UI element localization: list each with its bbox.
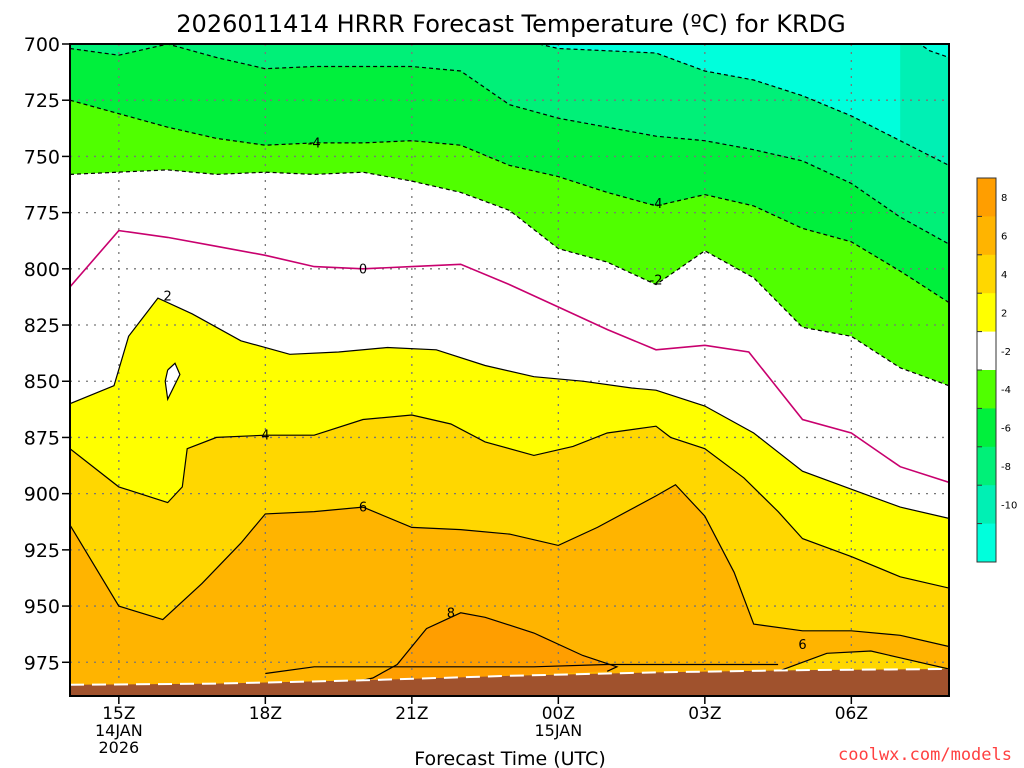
y-tick-label: 850	[24, 371, 60, 393]
x-axis-title: Forecast Time (UTC)	[414, 748, 605, 768]
colorbar-swatch	[977, 331, 996, 371]
fill-band-small-pocket	[165, 363, 180, 400]
contour-line-4	[70, 414, 949, 589]
colorbar-label: 6	[1001, 232, 1007, 243]
colorbar: 8 6 4 2 -2 -4 -6 -8 -10	[976, 177, 1017, 563]
colorbar-swatch	[977, 293, 996, 333]
contour-line-6	[777, 650, 949, 672]
colorbar-label: -2	[1001, 347, 1011, 358]
x-tick-label: 06Z	[835, 704, 868, 724]
y-tick-label: 975	[24, 652, 60, 674]
colorbar-swatch	[977, 523, 996, 563]
y-tick-label: 875	[24, 427, 60, 449]
credit-text: coolwx.com/models	[838, 745, 1012, 765]
contour-line-minus-2	[70, 169, 949, 387]
contour-line-6	[265, 663, 779, 675]
x-tick-sublabel: 14JAN	[95, 721, 143, 740]
y-tick-label: 800	[24, 259, 60, 281]
x-tick-sublabel: 2026	[98, 738, 139, 757]
y-tick-label: 950	[24, 596, 60, 618]
y-tick-label: 700	[24, 34, 60, 56]
contour-line-minus-8	[536, 44, 949, 166]
y-tick-label: 925	[24, 540, 60, 562]
contour-line-2	[70, 297, 949, 519]
contour-label: 8	[447, 606, 455, 621]
contour-label: 6	[359, 501, 367, 516]
colorbar-label: -6	[1001, 424, 1011, 435]
x-tick-label: 18Z	[249, 704, 282, 724]
y-tick-label: 775	[24, 203, 60, 225]
contour-label: -4	[308, 136, 321, 151]
contour-label: 0	[359, 262, 367, 277]
contour-label-layer: 8 6 6 4 2 0 -2 -4 -4	[164, 136, 807, 653]
colorbar-swatch	[977, 178, 996, 217]
x-tick-label: 15Z	[102, 704, 135, 724]
contour-line-minus-10	[918, 44, 949, 59]
colorbar-label: 4	[1001, 270, 1007, 281]
colorbar-swatch	[977, 370, 996, 409]
plot-frame	[69, 43, 950, 697]
x-tick-label: 03Z	[688, 704, 721, 724]
y-tick-label: 900	[24, 484, 60, 506]
x-tick-label: 21Z	[395, 704, 428, 724]
contour-label: -2	[650, 274, 663, 289]
colorbar-swatch	[977, 216, 996, 256]
y-tick-label: 825	[24, 315, 60, 337]
chart-title: 2026011414 HRRR Forecast Temperature (ºC…	[176, 10, 845, 38]
contour-label: 4	[261, 429, 269, 444]
y-tick-label: 750	[24, 146, 60, 168]
colorbar-label: -10	[1001, 500, 1017, 511]
fill-band-6-to-8	[70, 484, 949, 696]
colorbar-swatch	[977, 408, 996, 448]
y-axis: 700 725 750 775 800 825 850 875 900 925 950 975	[24, 34, 70, 674]
contour-line-6	[70, 483, 949, 648]
contour-line-minus-4	[70, 99, 949, 304]
contour-line-0	[70, 229, 949, 484]
temperature-fill-layer	[70, 44, 949, 696]
contour-label: -4	[650, 197, 663, 212]
surface-line	[70, 668, 949, 686]
colorbar-swatch	[977, 254, 996, 294]
contour-label: 6	[798, 638, 806, 653]
y-tick-label: 725	[24, 90, 60, 112]
contour-line-layer	[70, 44, 949, 684]
x-tick-label: 00Z	[542, 704, 575, 724]
contour-line-8	[353, 612, 619, 684]
contour-label: 2	[164, 289, 172, 304]
surface-ground	[70, 669, 949, 696]
colorbar-label: -8	[1001, 462, 1011, 473]
colorbar-label: -4	[1001, 385, 1011, 396]
surface-ground-layer	[70, 668, 949, 696]
contour-line-minus-6	[70, 44, 949, 245]
colorbar-swatch	[977, 485, 996, 525]
colorbar-swatch	[977, 446, 996, 486]
fill-band-8-to-10	[353, 612, 617, 683]
colorbar-label: 2	[1001, 308, 1007, 319]
x-tick-sublabel: 15JAN	[534, 721, 582, 740]
colorbar-label: 8	[1001, 193, 1007, 204]
plot-area: 8 6 6 4 2 0 -2 -4 -4	[69, 43, 950, 697]
contour-line-2	[164, 362, 181, 402]
